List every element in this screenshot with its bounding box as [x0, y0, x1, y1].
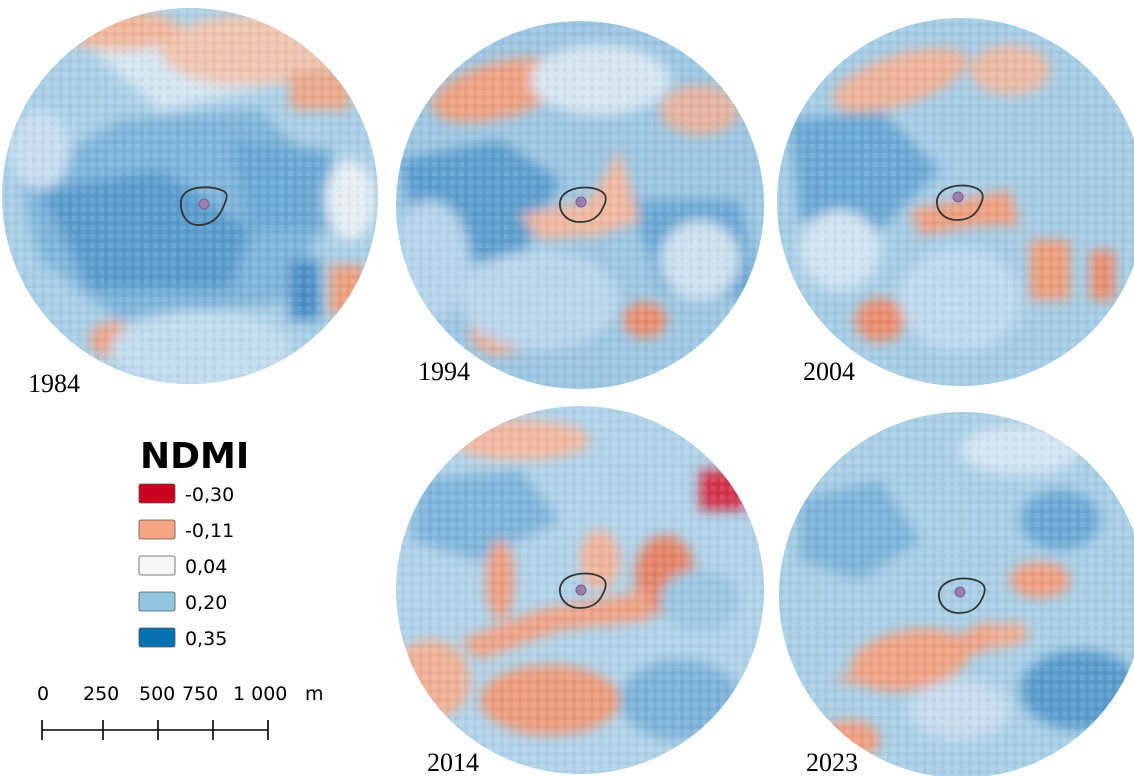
scale-tick-label: 750	[182, 683, 218, 705]
study-point-1984	[198, 198, 210, 210]
legend-label: -0,30	[185, 484, 234, 506]
ndmi-raster-1994	[396, 21, 764, 389]
study-area-2014	[559, 572, 607, 609]
legend-swatch	[138, 591, 176, 612]
legend-item: 0,04	[138, 555, 227, 578]
scale-unit-label: m	[305, 683, 324, 705]
year-label-2014: 2014	[427, 748, 479, 776]
legend-title: NDMI	[140, 436, 249, 477]
legend-label: 0,20	[185, 592, 227, 614]
study-area-2023	[938, 577, 986, 614]
legend-item: 0,35	[138, 627, 227, 650]
study-area-2004	[936, 184, 984, 221]
study-point-2023	[954, 586, 966, 598]
map-2023: 2023	[779, 412, 1134, 776]
scale-tick-label: 0	[37, 683, 49, 705]
ndmi-raster-1984	[2, 8, 378, 384]
legend-label: 0,35	[185, 628, 227, 650]
scale-bar: 0 250 500 750 1 000 m	[37, 683, 324, 740]
study-point-2014	[575, 584, 587, 596]
legend-label: -0,11	[185, 520, 234, 542]
scale-tick-label: 250	[83, 683, 119, 705]
study-point-1994	[575, 196, 587, 208]
scale-tick-label: 500	[139, 683, 175, 705]
map-2014: 2014	[396, 406, 764, 776]
map-1994: 1994	[396, 21, 764, 389]
study-area-1994	[559, 186, 607, 223]
legend-item: 0,20	[138, 591, 227, 614]
ndmi-raster-2004	[777, 18, 1134, 386]
scale-tick-label: 1 000	[233, 683, 287, 705]
legend: NDMI -0,30 -0,11 0,04 0,20 0,35	[138, 436, 249, 650]
study-point-2004	[952, 191, 964, 203]
year-label-1994: 1994	[418, 357, 470, 386]
map-1984: 1984	[2, 8, 378, 398]
legend-swatch	[138, 555, 176, 576]
legend-item: -0,11	[138, 519, 234, 542]
scale-bar-line	[41, 720, 269, 740]
study-area-1984	[180, 186, 228, 226]
legend-item: -0,30	[138, 483, 234, 506]
legend-items: -0,30 -0,11 0,04 0,20 0,35	[138, 483, 234, 650]
legend-swatch	[138, 519, 176, 540]
legend-swatch	[138, 483, 176, 504]
legend-swatch	[138, 627, 176, 648]
map-2004: 2004	[777, 18, 1134, 386]
ndmi-raster-2023	[779, 412, 1134, 776]
year-label-2004: 2004	[803, 357, 855, 386]
year-label-1984: 1984	[28, 369, 80, 398]
year-label-2023: 2023	[806, 748, 858, 776]
legend-label: 0,04	[185, 556, 227, 578]
